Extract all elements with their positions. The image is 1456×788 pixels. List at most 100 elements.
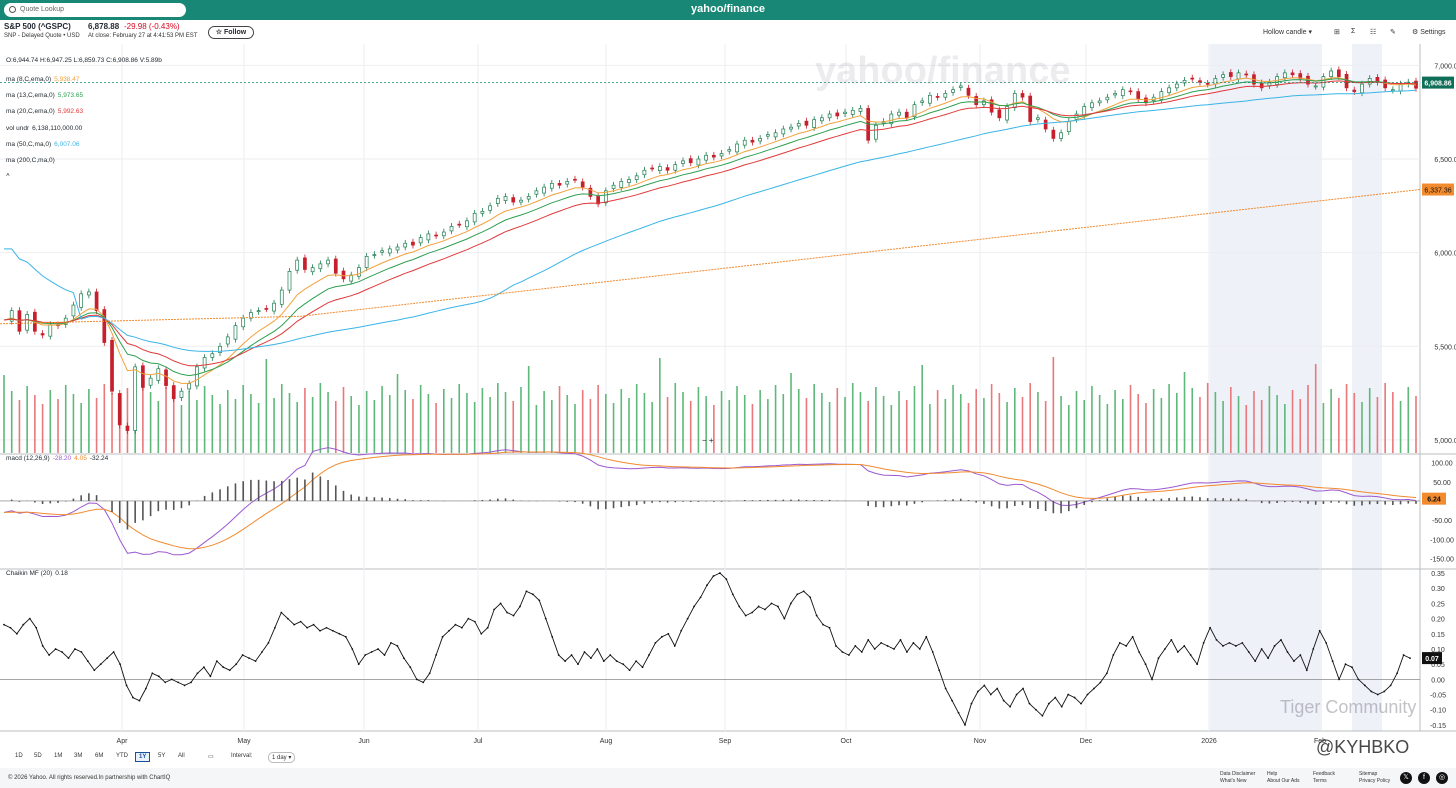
range-5y[interactable]: 5Y <box>158 753 166 759</box>
cmf-point <box>390 642 392 644</box>
footer-link-privacy[interactable]: Privacy Policy <box>1359 778 1391 784</box>
cmf-tick-label: -0.05 <box>1430 693 1446 700</box>
candle-body <box>472 212 477 223</box>
draw-icon[interactable]: ✎ <box>1390 29 1396 36</box>
volume-bar <box>705 396 707 453</box>
cmf-point <box>873 648 876 650</box>
volume-bar <box>296 402 299 453</box>
volume-bar <box>10 391 13 453</box>
volume-bar <box>265 359 268 453</box>
candle-body <box>287 271 292 291</box>
chart-type-select[interactable]: Hollow candle ▾ <box>1263 29 1313 36</box>
candle-body <box>465 220 469 228</box>
events-icon[interactable]: ☷ <box>1370 29 1377 36</box>
range-6m[interactable]: 6M <box>95 753 104 759</box>
volundr-legend: vol undr 6,138,110,000.00 <box>6 125 83 132</box>
volume-bar <box>196 400 198 453</box>
follow-button[interactable]: ☆ Follow <box>208 26 254 39</box>
volume-bar <box>18 400 21 453</box>
cmf-point <box>809 596 812 599</box>
range-3m[interactable]: 3M <box>74 753 83 759</box>
interval-select[interactable]: 1 day ▾ <box>268 752 296 763</box>
candle-body <box>318 263 323 270</box>
stock-chart[interactable]: 7,000.00 6,500.00 6,000.00 5,500.00 5,000.00… <box>0 44 1456 748</box>
macd-tick-label: 50.00 <box>1433 480 1451 487</box>
range-5d[interactable]: 5D <box>34 753 42 759</box>
cmf-point <box>1351 666 1353 669</box>
candle-body <box>1136 91 1141 100</box>
x-icon[interactable]: 𝕏 <box>1400 772 1412 784</box>
range-1d[interactable]: 1D <box>15 753 23 759</box>
settings-button[interactable]: ⚙ Settings <box>1412 29 1446 36</box>
candle-body <box>25 314 29 331</box>
macd-histogram-bar <box>666 500 669 503</box>
macd-histogram-bar <box>1067 500 1070 512</box>
instagram-icon[interactable]: ◎ <box>1436 772 1448 784</box>
macd-histogram-bar <box>219 489 221 501</box>
footer-link-help[interactable]: Help <box>1267 771 1278 777</box>
macd-histogram-bar <box>373 497 376 501</box>
footer-link-disclaimer[interactable]: Data Disclaimer <box>1220 771 1256 777</box>
volume-bar <box>1253 391 1255 453</box>
cmf-point <box>1357 678 1360 681</box>
range-all[interactable]: All <box>178 753 185 759</box>
macd-histogram-bar <box>867 500 869 507</box>
quote-search-input[interactable]: Quote Lookup <box>4 3 186 17</box>
macd-histogram-bar <box>427 500 430 501</box>
macd-histogram-bar <box>388 498 391 501</box>
volume-bar <box>1399 401 1402 453</box>
footer-link-terms[interactable]: Terms <box>1313 778 1327 784</box>
cmf-point <box>777 605 779 608</box>
volume-bar <box>921 365 923 453</box>
compare-icon[interactable]: ⊞ <box>1334 29 1340 36</box>
cmf-point <box>454 623 457 626</box>
candle-body <box>827 113 832 119</box>
footer-link-ads[interactable]: About Our Ads <box>1267 778 1300 784</box>
macd-histogram-bar <box>95 495 98 501</box>
volume-bar <box>226 390 229 453</box>
calendar-icon[interactable]: ▭ <box>208 754 214 760</box>
indicators-icon[interactable]: Σ <box>1351 28 1356 35</box>
range-ytd[interactable]: YTD <box>116 753 128 759</box>
collapse-legend-icon[interactable]: ˄ <box>6 172 10 179</box>
footer-link-sitemap[interactable]: Sitemap <box>1359 771 1378 777</box>
cmf-point <box>789 602 792 605</box>
volume-bar <box>1276 395 1278 453</box>
facebook-icon[interactable]: f <box>1418 772 1430 784</box>
volume-bar <box>466 393 468 453</box>
macd-histogram-bar <box>620 500 623 508</box>
footer-link-feedback[interactable]: Feedback <box>1313 771 1335 777</box>
cmf-point <box>983 684 986 687</box>
footer-link-whats-new[interactable]: What's New <box>1220 778 1247 784</box>
candle-body <box>1113 93 1117 96</box>
zoom-controls[interactable]: − + <box>702 436 714 445</box>
range-1y[interactable]: 1Y <box>135 752 151 762</box>
cmf-point <box>918 648 921 650</box>
cmf-point <box>867 638 870 641</box>
cmf-point <box>170 678 173 681</box>
range-1m[interactable]: 1M <box>54 753 63 759</box>
macd-histogram-bar <box>952 499 954 501</box>
volume-bar <box>790 373 792 453</box>
cmf-point <box>409 666 412 669</box>
volume-bar <box>95 398 98 453</box>
macd-histogram-bar <box>157 500 160 512</box>
volume-bar <box>905 400 908 453</box>
cmf-point <box>1376 693 1379 696</box>
cmf-point <box>151 672 154 675</box>
yahoo-finance-logo[interactable]: yahoo/finance <box>691 3 765 15</box>
candle-body <box>596 196 600 205</box>
volume-bar <box>967 403 970 453</box>
volume-bar <box>49 390 52 453</box>
candle-body <box>935 96 940 98</box>
cmf-point <box>1015 693 1018 696</box>
ma8-line <box>3 77 1417 384</box>
volume-bar <box>767 399 769 453</box>
macd-histogram-bar <box>1206 498 1209 501</box>
volume-bar <box>234 399 237 453</box>
candle-body <box>781 128 786 135</box>
cmf-point <box>106 657 109 659</box>
axis-labels: 7,000.00 6,500.00 6,000.00 5,500.00 5,000.00… <box>117 63 1456 745</box>
cmf-badge: 0.07 <box>1425 656 1439 663</box>
cmf-point <box>86 660 89 663</box>
